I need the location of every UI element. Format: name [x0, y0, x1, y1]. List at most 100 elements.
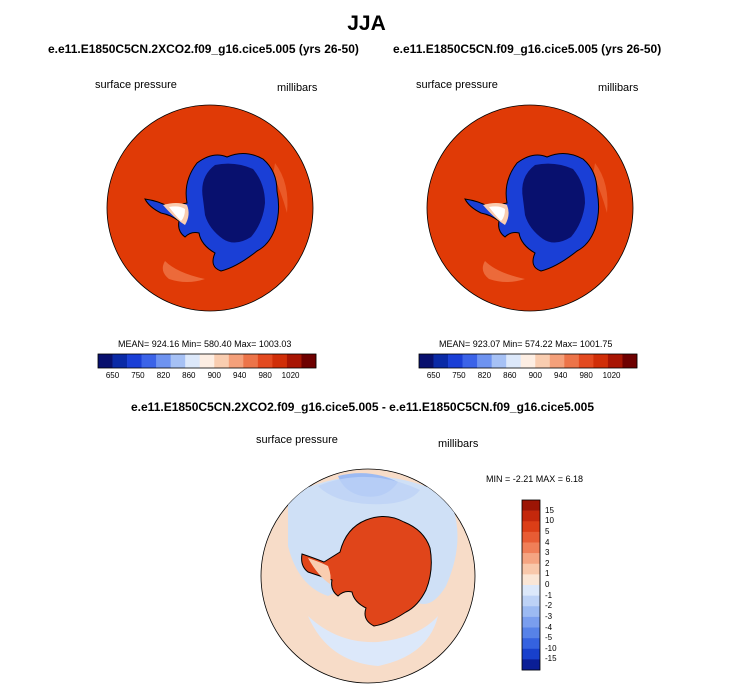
- panel-2-colorbar: [418, 353, 638, 369]
- colorbar-1-swatch: [228, 354, 244, 368]
- colorbar-2-swatch: [419, 354, 434, 368]
- colorbar-1-swatch: [127, 354, 142, 368]
- panel-1-colorbar-ticks: 650 750 820 860 900 940 980 1020: [98, 371, 316, 383]
- panel-1-units-label: millibars: [277, 82, 318, 94]
- colorbar-3-tick-label: 1: [545, 569, 550, 579]
- colorbar-3-swatch: [522, 627, 540, 639]
- colorbar-2-tick-label: 750: [452, 371, 466, 380]
- colorbar-3-swatch: [522, 521, 540, 533]
- colorbar-3-tick-label: -10: [545, 643, 557, 653]
- colorbar-1-swatch: [301, 354, 317, 368]
- colorbar-3-tick-label: -2: [545, 601, 553, 611]
- colorbar-2-swatch: [535, 354, 551, 368]
- panel-1-map: [106, 104, 314, 312]
- colorbar-3-tick-label: 4: [545, 537, 550, 547]
- colorbar-3-swatch: [522, 659, 540, 671]
- diff-north-mid: [318, 476, 420, 505]
- colorbar-3-swatch: [522, 606, 540, 618]
- colorbar-1-swatch: [243, 354, 259, 368]
- diff-units-label: millibars: [438, 438, 479, 450]
- colorbar-3-tick-label: 5: [545, 526, 550, 536]
- colorbar-3-swatch: [522, 648, 540, 660]
- diff-panel-title: e.e11.E1850C5CN.2XCO2.f09_g16.cice5.005 …: [131, 400, 594, 414]
- panel-1-ocean-lighter: [162, 261, 205, 282]
- colorbar-3-swatch: [522, 616, 540, 628]
- panel-2-title: e.e11.E1850C5CN.f09_g16.cice5.005 (yrs 2…: [393, 42, 662, 56]
- colorbar-2-tick-label: 650: [426, 371, 441, 380]
- colorbar-1-tick-label: 980: [258, 371, 272, 380]
- panel-1-stats: MEAN= 924.16 Min= 580.40 Max= 1003.03: [118, 339, 292, 349]
- colorbar-1-swatch: [272, 354, 288, 368]
- panel-2-map: [426, 104, 634, 312]
- colorbar-1-border: [97, 353, 317, 369]
- diff-antarctica: [301, 516, 432, 627]
- colorbar-2-swatch: [622, 354, 638, 368]
- colorbar-3-tick-label: 15: [545, 505, 554, 515]
- colorbar-3-swatch: [522, 563, 540, 575]
- colorbar-3-swatch: [522, 553, 540, 565]
- colorbar-3-tick-label: 0: [545, 580, 550, 589]
- colorbar-2-swatch: [549, 354, 565, 368]
- colorbar-3-swatch: [522, 531, 540, 543]
- colorbar-2-swatch: [593, 354, 609, 368]
- colorbar-3-tick-label: -1: [545, 590, 553, 600]
- colorbar-1-tick-label: 750: [131, 371, 145, 380]
- colorbar-2-tick-label: 900: [528, 371, 542, 380]
- diff-colorbar: [521, 499, 541, 671]
- colorbar-3-swatch: [522, 510, 540, 522]
- colorbar-3-tick-label: -3: [545, 611, 553, 621]
- colorbar-1-tick-label: 820: [156, 371, 171, 380]
- panel-2-peninsula-white: [489, 206, 505, 221]
- panel-2-plateau: [522, 163, 585, 243]
- panel-1-title: e.e11.E1850C5CN.2XCO2.f09_g16.cice5.005 …: [48, 42, 359, 56]
- colorbar-1-swatch: [286, 354, 302, 368]
- colorbar-3-tick-label: -4: [545, 622, 553, 632]
- diff-variable-label: surface pressure: [256, 434, 338, 446]
- colorbar-2-tick-label: 1020: [602, 371, 621, 380]
- colorbar-3-tick-label: -5: [545, 633, 553, 643]
- colorbar-3-swatch: [522, 595, 540, 607]
- colorbar-1-swatch: [98, 354, 113, 368]
- colorbar-2-tick-label: 980: [579, 371, 593, 380]
- colorbar-2-tick-label: 860: [503, 371, 517, 380]
- diff-stats: MIN = -2.21 MAX = 6.18: [486, 474, 584, 484]
- colorbar-3-swatch: [522, 500, 540, 511]
- colorbar-2-swatch: [607, 354, 623, 368]
- colorbar-2-tick-label: 940: [554, 371, 568, 380]
- figure-title: JJA: [347, 12, 386, 35]
- colorbar-3-tick-label: 3: [545, 548, 550, 558]
- colorbar-1-swatch: [141, 354, 157, 368]
- colorbar-2-swatch: [578, 354, 594, 368]
- colorbar-2-border: [418, 353, 638, 369]
- colorbar-1-swatch: [112, 354, 128, 368]
- colorbar-2-swatch: [564, 354, 580, 368]
- colorbar-2-tick-label: 820: [477, 371, 492, 380]
- colorbar-3-swatch: [522, 542, 540, 554]
- panel-2-units-label: millibars: [598, 82, 639, 94]
- diff-south-lobe: [308, 616, 438, 666]
- colorbar-3-tick-label: 10: [545, 516, 554, 526]
- colorbar-2-swatch: [433, 354, 449, 368]
- panel-2-ocean-lighter: [482, 261, 525, 282]
- colorbar-1-tick-label: 900: [207, 371, 221, 380]
- colorbar-1-swatch: [199, 354, 215, 368]
- colorbar-3-border: [521, 499, 541, 671]
- colorbar-2-swatch: [506, 354, 522, 368]
- panel-1-plateau: [202, 163, 265, 243]
- colorbar-3-tick-label: 2: [545, 558, 550, 568]
- colorbar-1-tick-label: 940: [233, 371, 247, 380]
- colorbar-2-swatch: [520, 354, 536, 368]
- colorbar-2-swatch: [477, 354, 492, 368]
- panel-2-ocean-lighter-2: [593, 163, 608, 213]
- colorbar-3-swatch: [522, 638, 540, 650]
- colorbar-2-swatch: [462, 354, 478, 368]
- panel-2-stats: MEAN= 923.07 Min= 574.22 Max= 1001.75: [439, 339, 613, 349]
- panel-1-variable-label: surface pressure: [95, 79, 177, 91]
- colorbar-3-tick-label: -15: [545, 654, 557, 664]
- colorbar-1-tick-label: 860: [182, 371, 196, 380]
- colorbar-2-swatch: [448, 354, 463, 368]
- panel-2-colorbar-ticks: 650 750 820 860 900 940 980 1020: [419, 371, 637, 383]
- colorbar-1-swatch: [257, 354, 273, 368]
- colorbar-3-swatch: [522, 585, 540, 596]
- colorbar-3-swatch: [522, 574, 540, 586]
